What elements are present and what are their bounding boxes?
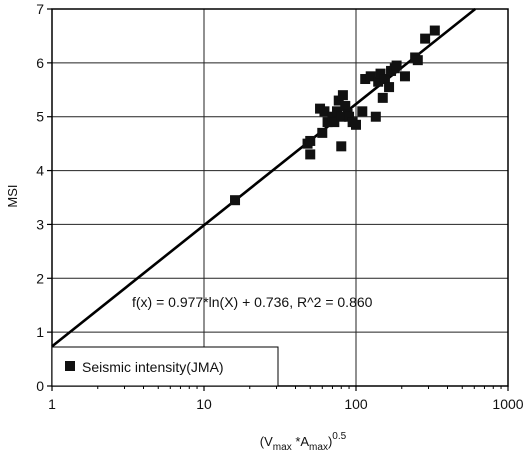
x-tick-label: 100 — [344, 396, 368, 412]
data-point — [305, 149, 316, 160]
data-point — [420, 33, 431, 44]
data-point — [365, 71, 376, 82]
data-point — [332, 106, 343, 117]
legend-marker — [65, 361, 75, 371]
x-tick-label: 1 — [48, 396, 56, 412]
data-point — [384, 82, 395, 93]
data-point — [340, 100, 351, 111]
data-point — [412, 55, 423, 66]
data-point — [377, 92, 388, 103]
data-point — [360, 74, 371, 85]
data-point — [230, 195, 241, 206]
y-axis-ticks: 0 1 2 3 4 5 6 7 — [36, 1, 52, 394]
data-point — [370, 111, 381, 122]
legend-box — [51, 346, 279, 387]
legend: Seismic intensity(JMA) — [51, 346, 279, 387]
data-point — [336, 141, 347, 152]
y-tick-label: 7 — [36, 1, 44, 17]
plot-frame — [51, 8, 509, 387]
data-point — [333, 95, 344, 106]
y-tick-label: 0 — [36, 378, 44, 394]
y-axis-label: MSI — [5, 184, 20, 207]
data-point — [329, 117, 340, 128]
data-point — [351, 119, 361, 130]
data-point — [375, 68, 386, 79]
data-point — [429, 25, 440, 36]
data-point — [336, 111, 347, 122]
x-axis-label: (Vmax *Amax)0.5 — [260, 431, 347, 453]
legend-label: Seismic intensity(JMA) — [82, 359, 224, 375]
data-point — [319, 106, 330, 117]
regression-line — [51, 7, 477, 348]
data-point — [379, 74, 390, 85]
fit-line — [51, 7, 477, 348]
data-point — [305, 135, 316, 146]
y-tick-label: 6 — [36, 55, 44, 71]
y-tick-label: 3 — [36, 216, 44, 232]
data-point — [373, 76, 384, 87]
data-points — [230, 25, 440, 206]
data-point — [327, 111, 338, 122]
x-tick-label: 10 — [196, 396, 212, 412]
data-point — [344, 111, 355, 122]
y-tick-label: 2 — [36, 270, 44, 286]
data-point — [317, 127, 328, 138]
x-axis-ticks: 1 10 100 1000 — [48, 386, 524, 412]
y-tick-label: 1 — [36, 324, 44, 340]
data-point — [357, 106, 368, 117]
data-point — [322, 117, 333, 128]
fit-annotation: f(x) = 0.977*ln(X) + 0.736, R^2 = 0.860 — [132, 294, 373, 310]
data-point — [337, 90, 348, 101]
x-tick-label: 1000 — [492, 396, 523, 412]
grid-lines — [51, 8, 509, 387]
data-point — [391, 60, 402, 71]
y-tick-label: 5 — [36, 109, 44, 125]
y-tick-label: 4 — [36, 163, 44, 179]
data-point — [399, 71, 410, 82]
